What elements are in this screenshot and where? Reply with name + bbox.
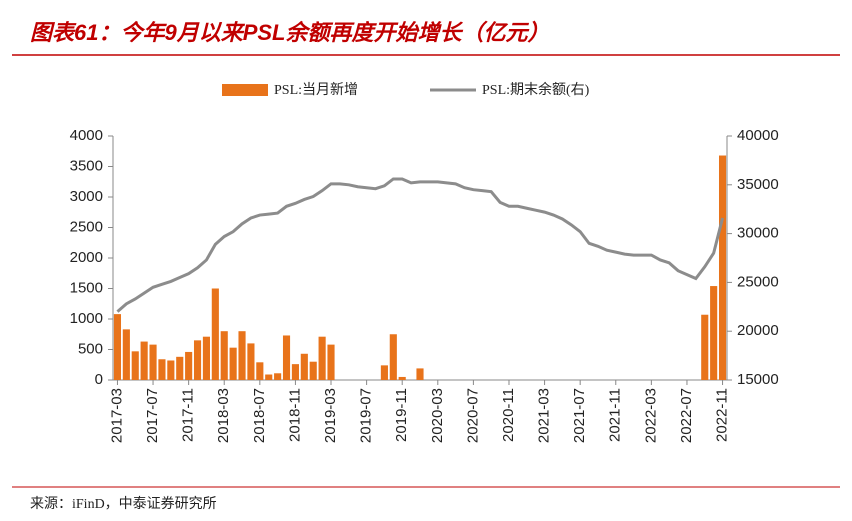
bar bbox=[380, 365, 388, 380]
bar bbox=[710, 286, 718, 380]
y-tick-label: 500 bbox=[78, 340, 103, 357]
x-tick-label: 2022-11 bbox=[714, 388, 731, 442]
bar bbox=[274, 373, 282, 380]
x-tick-label: 2019-03 bbox=[322, 388, 339, 443]
bar bbox=[327, 344, 335, 380]
bar bbox=[318, 336, 326, 380]
bar bbox=[158, 359, 166, 380]
source: 来源：iFinD，中泰证券研究所 bbox=[30, 496, 217, 512]
x-tick-label: 2018-03 bbox=[215, 388, 232, 443]
y-tick-label: 2000 bbox=[70, 249, 103, 266]
bar bbox=[389, 334, 397, 380]
x-tick-label: 2017-11 bbox=[180, 388, 197, 442]
bar bbox=[220, 331, 228, 380]
bar bbox=[167, 360, 175, 380]
x-tick-label: 2021-11 bbox=[607, 388, 624, 442]
bar bbox=[193, 340, 202, 380]
bar bbox=[229, 347, 237, 380]
y-tick-label: 3000 bbox=[70, 188, 103, 205]
bar bbox=[300, 353, 308, 380]
bar bbox=[718, 155, 727, 380]
y-tick-label: 1500 bbox=[70, 279, 103, 296]
bar bbox=[113, 314, 122, 380]
x-tick-label: 2017-03 bbox=[108, 388, 125, 443]
y-tick-label: 1000 bbox=[70, 310, 103, 327]
legend-label: PSL:当月新增 bbox=[274, 82, 358, 98]
y-tick-label: 3500 bbox=[70, 157, 103, 174]
x-tick-label: 2020-11 bbox=[500, 388, 517, 442]
y-tick-label: 4000 bbox=[70, 127, 103, 144]
bar bbox=[149, 344, 157, 380]
bar bbox=[256, 362, 264, 380]
bar bbox=[309, 361, 317, 380]
y2-tick-label: 35000 bbox=[737, 176, 779, 193]
bar bbox=[398, 376, 406, 380]
bar bbox=[211, 288, 219, 380]
x-tick-label: 2018-07 bbox=[251, 388, 268, 443]
y-tick-label: 2500 bbox=[70, 218, 103, 235]
bar bbox=[131, 351, 139, 380]
x-tick-label: 2022-03 bbox=[642, 388, 659, 443]
y2-tick-label: 20000 bbox=[737, 322, 779, 339]
bar bbox=[140, 341, 148, 380]
line bbox=[116, 177, 725, 313]
x-tick-label: 2021-03 bbox=[536, 388, 553, 443]
x-tick-label: 2017-07 bbox=[144, 388, 161, 443]
bar bbox=[238, 331, 246, 380]
x-tick-label: 2020-03 bbox=[429, 388, 446, 443]
x-tick-label: 2021-07 bbox=[571, 388, 588, 443]
x-tick-label: 2019-07 bbox=[358, 388, 375, 443]
bar bbox=[291, 364, 299, 380]
bar bbox=[416, 368, 424, 380]
bar bbox=[265, 374, 273, 380]
bar bbox=[282, 335, 291, 380]
bar bbox=[247, 343, 255, 380]
y2-tick-label: 30000 bbox=[737, 225, 779, 242]
y2-tick-label: 40000 bbox=[737, 127, 779, 144]
x-tick-label: 2018-11 bbox=[286, 388, 303, 442]
x-tick-label: 2020-07 bbox=[464, 388, 481, 443]
bar bbox=[122, 329, 130, 380]
y2-tick-label: 25000 bbox=[737, 273, 779, 290]
x-tick-label: 2022-07 bbox=[678, 388, 695, 443]
x-tick-label: 2019-11 bbox=[393, 388, 410, 442]
bar bbox=[701, 314, 709, 380]
chart-title: 图表61：今年9月以来PSL余额再度开始增长（亿元） bbox=[30, 20, 550, 45]
bar bbox=[185, 351, 193, 380]
y-tick-label: 0 bbox=[95, 371, 103, 388]
legend-label: PSL:期末余额(右) bbox=[482, 81, 590, 98]
y2-tick-label: 15000 bbox=[737, 371, 779, 388]
bar bbox=[176, 356, 184, 380]
legend-swatch bbox=[222, 84, 268, 96]
bar bbox=[202, 336, 210, 380]
